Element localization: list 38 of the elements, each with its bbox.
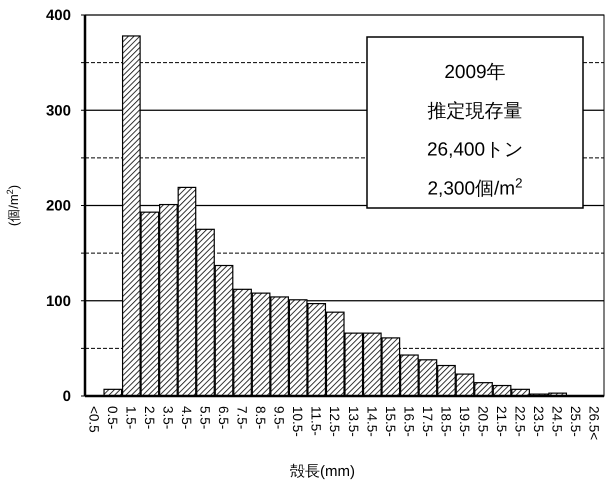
x-tick-label: 11.5- xyxy=(308,406,324,436)
x-tick-label: 10.5- xyxy=(290,406,306,437)
x-tick-label: 5.5- xyxy=(197,406,212,430)
x-tick-label: 19.5- xyxy=(456,406,472,437)
annotation: 推定現存量 xyxy=(428,100,522,122)
x-tick-label: 8.5- xyxy=(253,406,268,430)
y-tick-label: 400 xyxy=(46,7,71,24)
y-tick-label: 300 xyxy=(46,102,71,120)
x-tick-label: 7.5- xyxy=(234,406,250,430)
x-tick-label: 6.5- xyxy=(216,406,232,430)
x-tick-label: 15.5- xyxy=(382,406,398,437)
x-tick-label: 14.5- xyxy=(364,406,380,437)
x-tick-label: 16.5- xyxy=(401,406,416,437)
y-tick-label: 0 xyxy=(62,388,71,405)
x-tick-label: 13.5- xyxy=(346,406,361,437)
y-tick-label: 100 xyxy=(46,292,71,310)
x-tick-label: 25.5- xyxy=(568,406,584,437)
x-tick-label: 12.5- xyxy=(327,406,342,437)
x-tick-label: <0.5 xyxy=(86,406,102,433)
x-tick-label: 20.5- xyxy=(476,406,491,437)
x-tick-label: 2.5- xyxy=(142,406,157,430)
x-tick-label: 9.5- xyxy=(272,406,287,430)
x-tick-label: 1.5- xyxy=(123,406,138,430)
x-tick-label: 21.5- xyxy=(494,406,510,437)
x-tick-label: 4.5- xyxy=(178,406,194,430)
annotation: 26,400トン xyxy=(426,140,524,161)
x-tick-label: 0.5- xyxy=(104,406,120,430)
annotation: 2,300個/m$^{2}$ xyxy=(427,175,523,200)
x-tick-label: 24.5- xyxy=(550,406,565,437)
x-tick-label: 23.5- xyxy=(531,406,546,437)
x-tick-label: 17.5- xyxy=(420,406,435,437)
x-tick-label: 3.5- xyxy=(160,406,176,430)
annotation: 2009年 xyxy=(444,62,506,83)
x-axis-title: 殻長(mm) xyxy=(290,463,355,480)
y-tick-label: 200 xyxy=(46,198,71,214)
x-tick-label: 22.5- xyxy=(512,406,528,437)
x-tick-label: 26.5< xyxy=(586,406,602,440)
x-tick-label: 18.5- xyxy=(438,406,454,437)
